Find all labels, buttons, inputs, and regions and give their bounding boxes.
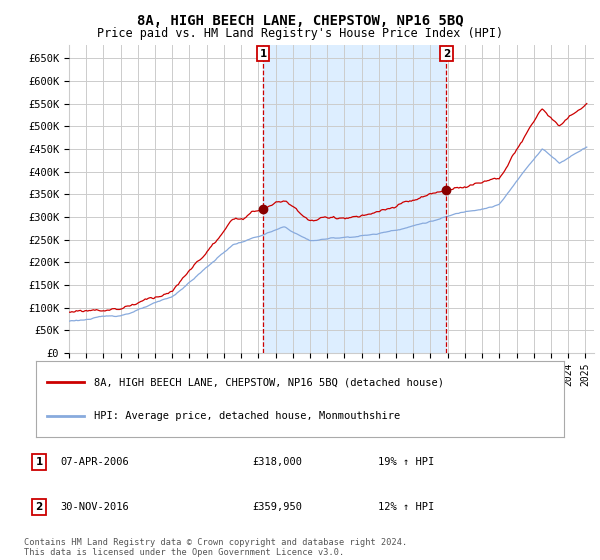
Text: 30-NOV-2016: 30-NOV-2016 xyxy=(60,502,129,512)
Text: HPI: Average price, detached house, Monmouthshire: HPI: Average price, detached house, Monm… xyxy=(94,410,400,421)
Bar xyxy=(263,45,446,353)
Text: 2: 2 xyxy=(35,502,43,512)
Text: 2: 2 xyxy=(443,49,450,59)
Text: Price paid vs. HM Land Registry's House Price Index (HPI): Price paid vs. HM Land Registry's House … xyxy=(97,27,503,40)
Text: 07-APR-2006: 07-APR-2006 xyxy=(60,457,129,467)
Text: £318,000: £318,000 xyxy=(252,457,302,467)
Text: 19% ↑ HPI: 19% ↑ HPI xyxy=(378,457,434,467)
Text: Contains HM Land Registry data © Crown copyright and database right 2024.
This d: Contains HM Land Registry data © Crown c… xyxy=(24,538,407,557)
Text: 8A, HIGH BEECH LANE, CHEPSTOW, NP16 5BQ: 8A, HIGH BEECH LANE, CHEPSTOW, NP16 5BQ xyxy=(137,14,463,28)
Text: 1: 1 xyxy=(35,457,43,467)
Text: 12% ↑ HPI: 12% ↑ HPI xyxy=(378,502,434,512)
Text: 8A, HIGH BEECH LANE, CHEPSTOW, NP16 5BQ (detached house): 8A, HIGH BEECH LANE, CHEPSTOW, NP16 5BQ … xyxy=(94,377,444,388)
Text: 1: 1 xyxy=(259,49,266,59)
Text: £359,950: £359,950 xyxy=(252,502,302,512)
